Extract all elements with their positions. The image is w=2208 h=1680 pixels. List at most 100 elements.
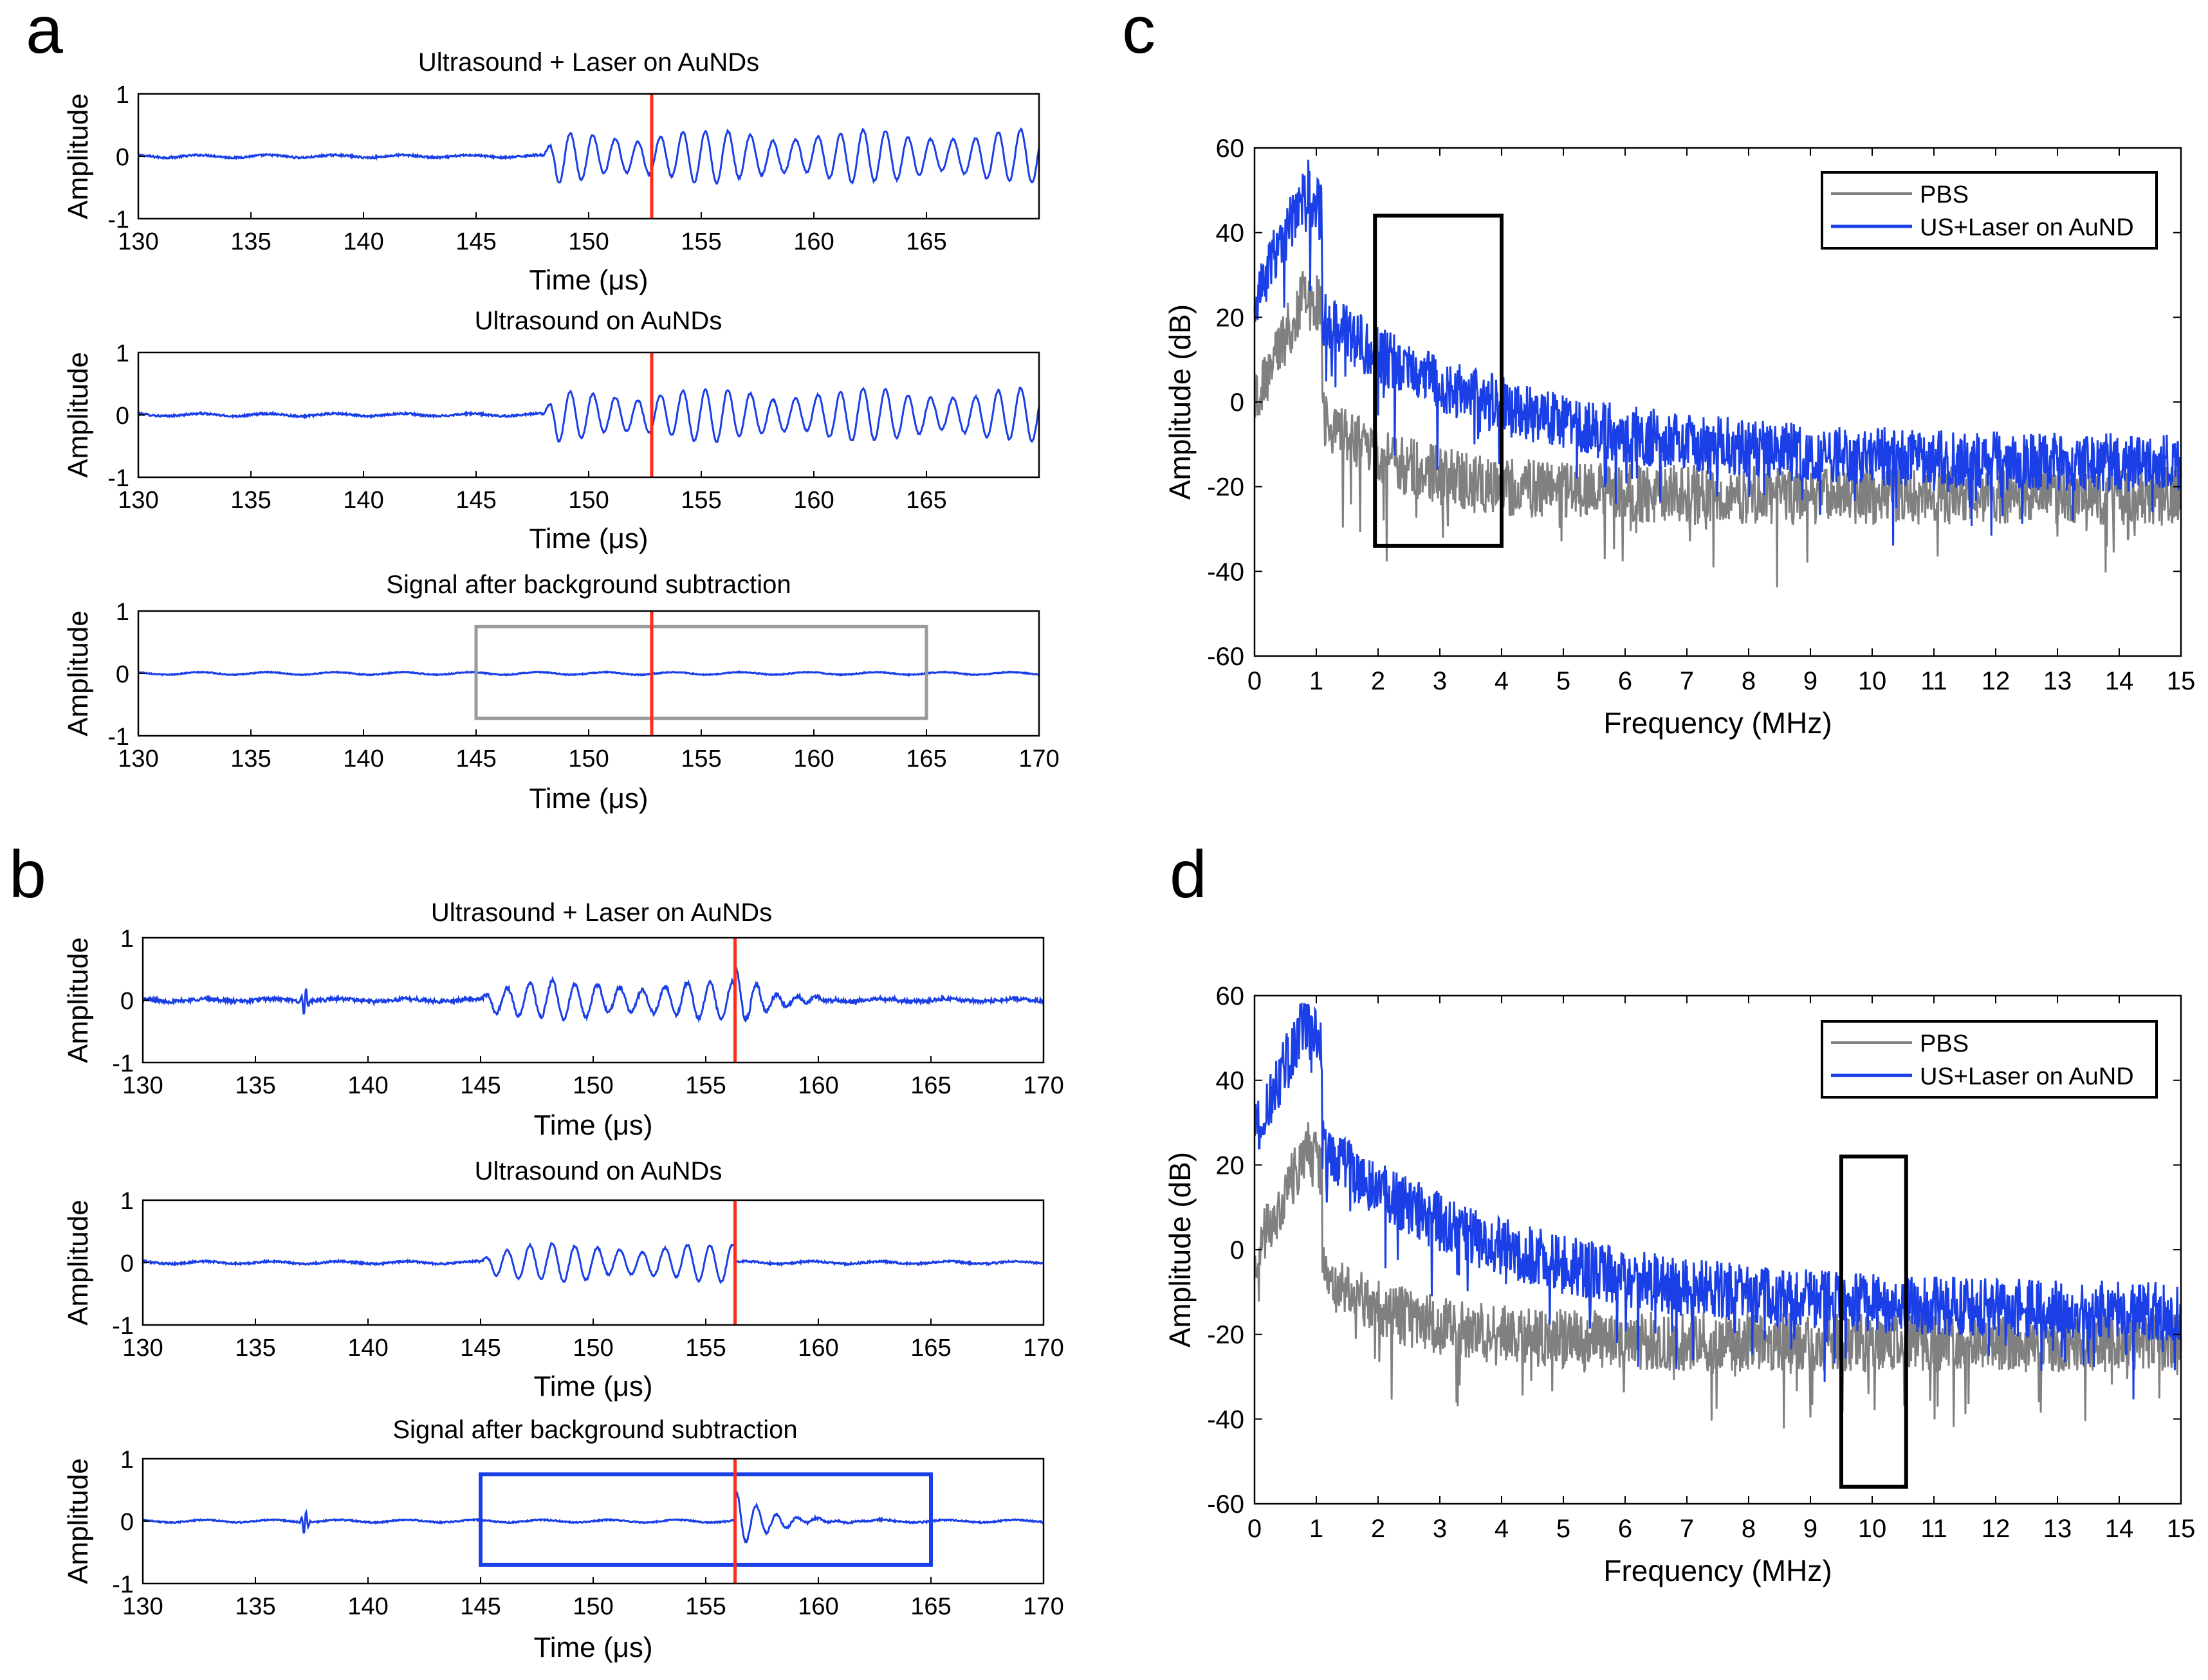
x-tick-label: 130 [118, 745, 158, 772]
legend-label-us-laser: US+Laser on AuND [1920, 214, 2134, 241]
y-axis-label: Amplitude [62, 1458, 94, 1584]
x-tick-label: 7 [1680, 667, 1694, 695]
y-tick-label: -1 [112, 1313, 134, 1340]
y-tick-label: 1 [116, 82, 129, 109]
legend-box [1821, 1020, 2158, 1099]
x-tick-label: 14 [2105, 1515, 2134, 1543]
x-tick-label: 150 [573, 1335, 613, 1362]
signal-trace [142, 1488, 1045, 1544]
x-tick-label: 5 [1556, 1515, 1570, 1543]
y-tick-label: 1 [120, 1447, 134, 1474]
x-tick-label: 11 [1920, 1515, 1947, 1543]
signal-trace [137, 127, 1040, 185]
x-tick-label: 140 [347, 1593, 388, 1620]
y-tick-label: 0 [120, 1509, 134, 1536]
x-tick-label: 145 [455, 228, 496, 255]
x-tick-label: 130 [122, 1072, 163, 1099]
legend: PBS US+Laser on AuND [1821, 1020, 2158, 1099]
legend-label-pbs: PBS [1920, 181, 1969, 208]
signal-trace [142, 1241, 1044, 1284]
x-tick-label: 7 [1680, 1515, 1694, 1543]
x-axis-label: Time (μs) [529, 523, 648, 554]
y-tick-label: 20 [1216, 1151, 1245, 1180]
signal-trace [142, 966, 1045, 1023]
x-tick-label: 145 [460, 1072, 501, 1099]
x-tick-label: 150 [568, 745, 609, 772]
y-tick-label: -20 [1207, 1321, 1244, 1349]
x-tick-label: 13 [2043, 1515, 2072, 1543]
x-axis-label: Time (μs) [529, 264, 648, 296]
highlight-box [479, 1472, 933, 1567]
panel-letter-c: c [1122, 0, 1155, 68]
y-tick-label: 1 [116, 340, 129, 367]
x-tick-label: 6 [1618, 1515, 1632, 1543]
axes-frame [137, 93, 1040, 220]
y-tick-label: 60 [1216, 982, 1245, 1010]
x-tick-label: 5 [1556, 667, 1570, 695]
x-tick-label: 145 [455, 745, 496, 772]
x-tick-label: 0 [1247, 667, 1262, 695]
x-tick-label: 155 [685, 1072, 726, 1099]
x-tick-label: 9 [1803, 1515, 1817, 1543]
x-tick-label: 130 [122, 1593, 163, 1620]
y-tick-label: -20 [1207, 473, 1244, 502]
signal-trace [138, 670, 1040, 677]
x-tick-label: 1 [1309, 1515, 1323, 1543]
y-tick-label: 40 [1216, 1067, 1245, 1095]
panel-letter-b: b [9, 837, 46, 912]
y-tick-label: -1 [107, 724, 129, 751]
x-tick-label: 9 [1803, 667, 1817, 695]
subplot-a1: Ultrasound + Laser on AuNDs 130 135 140 145… [62, 48, 1040, 296]
x-tick-label: 170 [1018, 745, 1059, 772]
x-tick-label: 15 [2167, 667, 2196, 695]
x-tick-label: 150 [573, 1593, 613, 1620]
subplot-title: Signal after background subtraction [386, 571, 791, 599]
x-tick-label: 145 [460, 1335, 501, 1362]
x-tick-label: 160 [793, 228, 834, 255]
legend-box [1821, 171, 2158, 250]
x-axis-label: Frequency (MHz) [1603, 1554, 1832, 1587]
legend-label-pbs: PBS [1920, 1030, 1969, 1057]
x-tick-label: 14 [2105, 667, 2134, 695]
series-line-us-laser [1253, 1002, 2182, 1400]
panel-letter-a: a [26, 0, 63, 68]
y-tick-label: 0 [1230, 1236, 1244, 1265]
x-tick-label: 160 [793, 487, 834, 514]
series-line-pbs [1253, 1122, 2182, 1429]
y-tick-label: -1 [107, 465, 129, 492]
legend-label-us-laser: US+Laser on AuND [1920, 1063, 2134, 1090]
x-tick-label: 135 [230, 487, 271, 514]
x-tick-label: 140 [343, 228, 383, 255]
highlight-box [474, 625, 928, 720]
x-tick-label: 3 [1433, 667, 1447, 695]
x-tick-label: 1 [1309, 667, 1323, 695]
y-tick-label: -60 [1207, 643, 1244, 671]
x-tick-label: 165 [906, 487, 946, 514]
y-tick-label: 20 [1216, 304, 1245, 332]
subplot-title: Ultrasound + Laser on AuNDs [431, 899, 772, 927]
x-tick-label: 165 [906, 745, 946, 772]
x-tick-label: 15 [2167, 1515, 2196, 1543]
y-tick-label: 1 [120, 1188, 134, 1215]
subplot-b3: Signal after background subtraction 130 1… [62, 1416, 1064, 1663]
x-tick-label: 165 [910, 1335, 951, 1362]
highlight-box [1839, 1155, 1908, 1489]
x-tick-label: 155 [681, 487, 721, 514]
x-tick-label: 165 [906, 228, 946, 255]
x-tick-label: 130 [122, 1335, 163, 1362]
x-tick-label: 8 [1742, 667, 1756, 695]
x-axis-label: Time (μs) [533, 1109, 652, 1141]
x-axis-label: Time (μs) [529, 783, 648, 814]
x-tick-label: 135 [235, 1593, 275, 1620]
x-tick-label: 10 [1858, 667, 1887, 695]
x-tick-label: 10 [1858, 1515, 1887, 1543]
y-tick-label: -40 [1207, 558, 1244, 586]
x-tick-label: 155 [685, 1335, 726, 1362]
x-tick-label: 135 [230, 228, 271, 255]
x-tick-label: 160 [798, 1335, 838, 1362]
y-axis-label: Amplitude [62, 1200, 94, 1326]
x-tick-label: 155 [681, 745, 721, 772]
y-tick-label: -1 [112, 1050, 134, 1077]
x-tick-label: 0 [1247, 1515, 1262, 1543]
x-tick-label: 12 [1982, 1515, 2010, 1543]
